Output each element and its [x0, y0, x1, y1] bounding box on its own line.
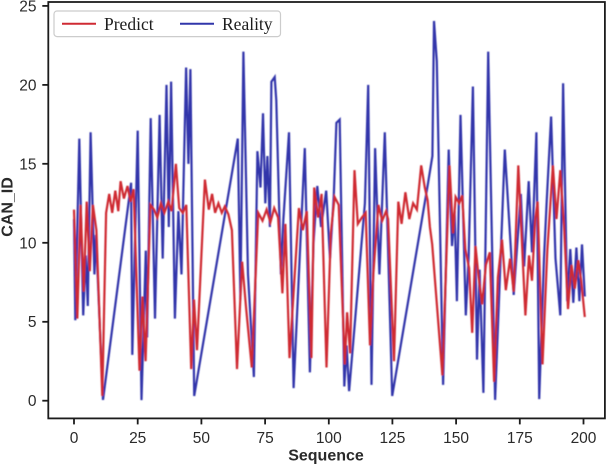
svg-text:Reality: Reality — [222, 14, 273, 34]
svg-text:100: 100 — [316, 430, 342, 447]
svg-text:75: 75 — [256, 430, 273, 447]
svg-text:0: 0 — [28, 393, 37, 410]
svg-text:0: 0 — [70, 430, 79, 447]
svg-text:25: 25 — [129, 430, 146, 447]
svg-text:Predict: Predict — [104, 14, 154, 34]
svg-text:Sequence: Sequence — [288, 448, 364, 465]
svg-text:15: 15 — [19, 156, 36, 173]
svg-text:175: 175 — [507, 430, 533, 447]
svg-text:20: 20 — [19, 77, 37, 94]
svg-text:125: 125 — [379, 430, 405, 447]
svg-text:25: 25 — [19, 0, 36, 15]
svg-text:CAN_ID: CAN_ID — [0, 177, 17, 237]
svg-text:50: 50 — [193, 430, 211, 447]
svg-text:5: 5 — [28, 314, 37, 331]
svg-text:10: 10 — [19, 235, 37, 252]
svg-text:150: 150 — [443, 430, 469, 447]
svg-text:200: 200 — [571, 430, 597, 447]
